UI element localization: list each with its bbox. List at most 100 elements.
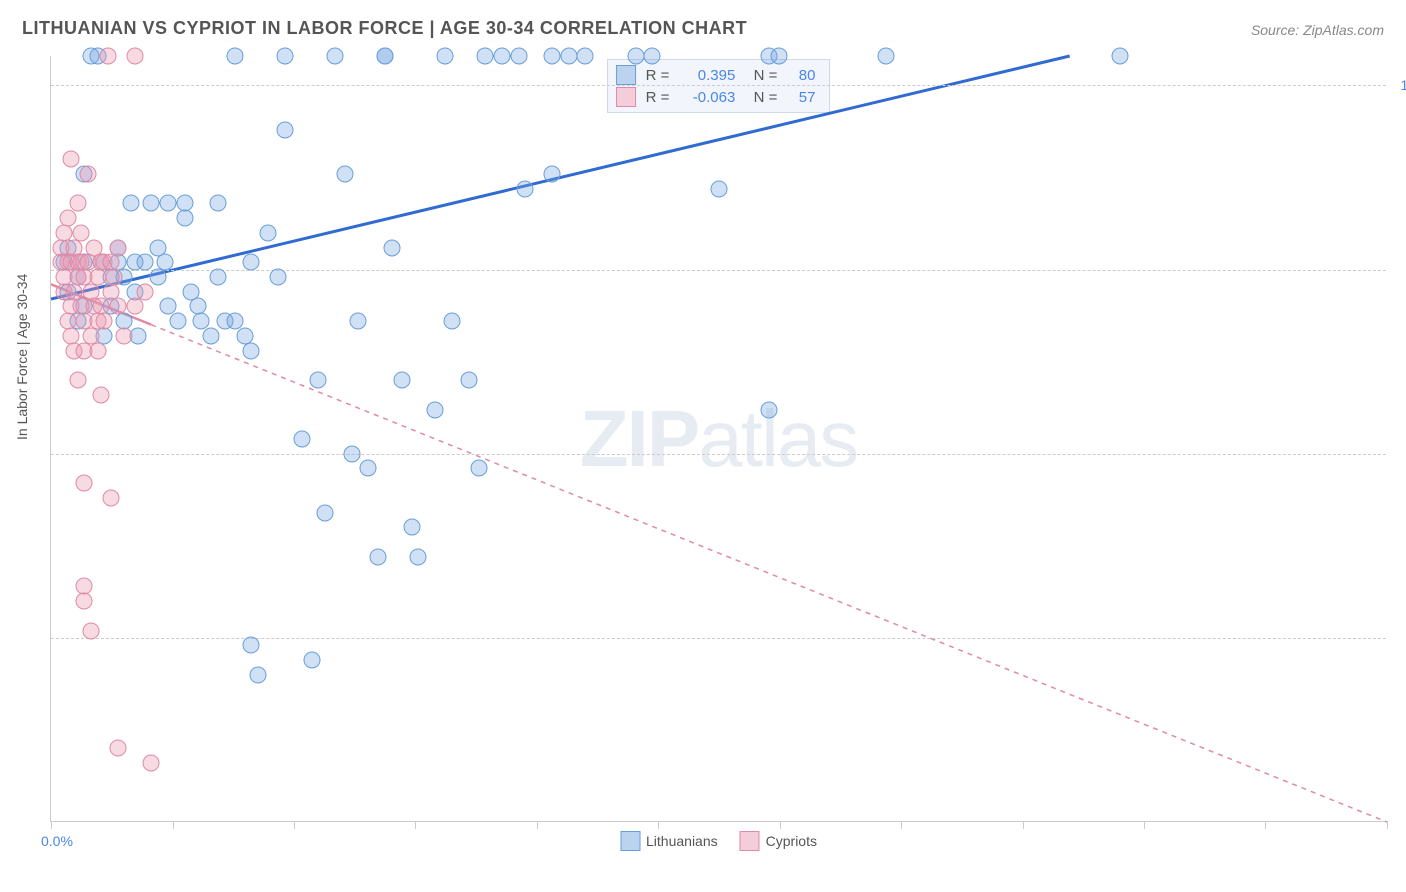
data-point	[627, 48, 644, 65]
stat-n-value: 80	[787, 67, 815, 84]
x-tick	[294, 821, 295, 829]
stat-r-value: 0.395	[679, 67, 735, 84]
data-point	[210, 195, 227, 212]
data-point	[243, 342, 260, 359]
data-point	[493, 48, 510, 65]
data-point	[370, 548, 387, 565]
x-tick	[780, 821, 781, 829]
data-point	[69, 195, 86, 212]
data-point	[270, 268, 287, 285]
data-point	[99, 48, 116, 65]
data-point	[711, 180, 728, 197]
stats-row: R = 0.395 N = 80	[616, 64, 816, 86]
data-point	[326, 48, 343, 65]
data-point	[156, 254, 173, 271]
data-point	[410, 548, 427, 565]
legend-item: Cypriots	[740, 831, 817, 851]
gridline	[51, 85, 1386, 86]
data-point	[96, 313, 113, 330]
data-point	[243, 637, 260, 654]
legend-swatch	[740, 831, 760, 851]
data-point	[203, 327, 220, 344]
legend-swatch	[620, 831, 640, 851]
data-point	[393, 372, 410, 389]
data-point	[276, 48, 293, 65]
data-point	[126, 48, 143, 65]
data-point	[89, 268, 106, 285]
x-tick	[537, 821, 538, 829]
stat-r-label: R =	[646, 67, 670, 84]
data-point	[143, 755, 160, 772]
x-tick	[1023, 821, 1024, 829]
data-point	[360, 460, 377, 477]
y-axis-title: In Labor Force | Age 30-34	[14, 274, 30, 440]
data-point	[377, 48, 394, 65]
data-point	[123, 195, 140, 212]
data-point	[63, 151, 80, 168]
plot-area: ZIPatlas R = 0.395 N = 80R =-0.063 N =57 0…	[50, 56, 1386, 822]
trendlines-svg	[51, 56, 1387, 822]
series-swatch	[616, 87, 636, 107]
data-point	[560, 48, 577, 65]
data-point	[343, 445, 360, 462]
stats-row: R =-0.063 N =57	[616, 86, 816, 108]
data-point	[109, 740, 126, 757]
data-point	[544, 165, 561, 182]
x-tick	[901, 821, 902, 829]
legend-label: Cypriots	[766, 833, 817, 849]
data-point	[76, 593, 93, 610]
source-label: Source: ZipAtlas.com	[1251, 22, 1384, 38]
x-tick	[415, 821, 416, 829]
data-point	[136, 254, 153, 271]
data-point	[149, 268, 166, 285]
data-point	[403, 519, 420, 536]
x-tick	[658, 821, 659, 829]
data-point	[243, 254, 260, 271]
x-tick	[173, 821, 174, 829]
stat-n-label: N =	[745, 67, 777, 84]
data-point	[176, 195, 193, 212]
data-point	[159, 195, 176, 212]
data-point	[169, 313, 186, 330]
x-tick	[1144, 821, 1145, 829]
data-point	[761, 401, 778, 418]
watermark: ZIPatlas	[580, 393, 857, 485]
data-point	[1111, 48, 1128, 65]
data-point	[93, 386, 110, 403]
data-point	[544, 48, 561, 65]
data-point	[103, 489, 120, 506]
watermark-atlas: atlas	[698, 394, 857, 483]
data-point	[79, 165, 96, 182]
data-point	[250, 666, 267, 683]
data-point	[510, 48, 527, 65]
data-point	[437, 48, 454, 65]
x-tick	[1387, 821, 1388, 829]
data-point	[303, 651, 320, 668]
data-point	[470, 460, 487, 477]
legend: Lithuanians Cypriots	[620, 831, 817, 851]
x-axis-min-label: 0.0%	[41, 833, 73, 849]
data-point	[260, 224, 277, 241]
data-point	[443, 313, 460, 330]
data-point	[477, 48, 494, 65]
data-point	[106, 268, 123, 285]
data-point	[383, 239, 400, 256]
data-point	[878, 48, 895, 65]
data-point	[176, 210, 193, 227]
legend-item: Lithuanians	[620, 831, 718, 851]
legend-label: Lithuanians	[646, 833, 718, 849]
data-point	[427, 401, 444, 418]
data-point	[69, 372, 86, 389]
data-point	[226, 48, 243, 65]
data-point	[293, 431, 310, 448]
data-point	[350, 313, 367, 330]
data-point	[210, 268, 227, 285]
data-point	[517, 180, 534, 197]
data-point	[771, 48, 788, 65]
data-point	[577, 48, 594, 65]
watermark-zip: ZIP	[580, 394, 698, 483]
data-point	[83, 622, 100, 639]
data-point	[116, 327, 133, 344]
data-point	[59, 210, 76, 227]
stat-r-label: R =	[646, 89, 670, 106]
